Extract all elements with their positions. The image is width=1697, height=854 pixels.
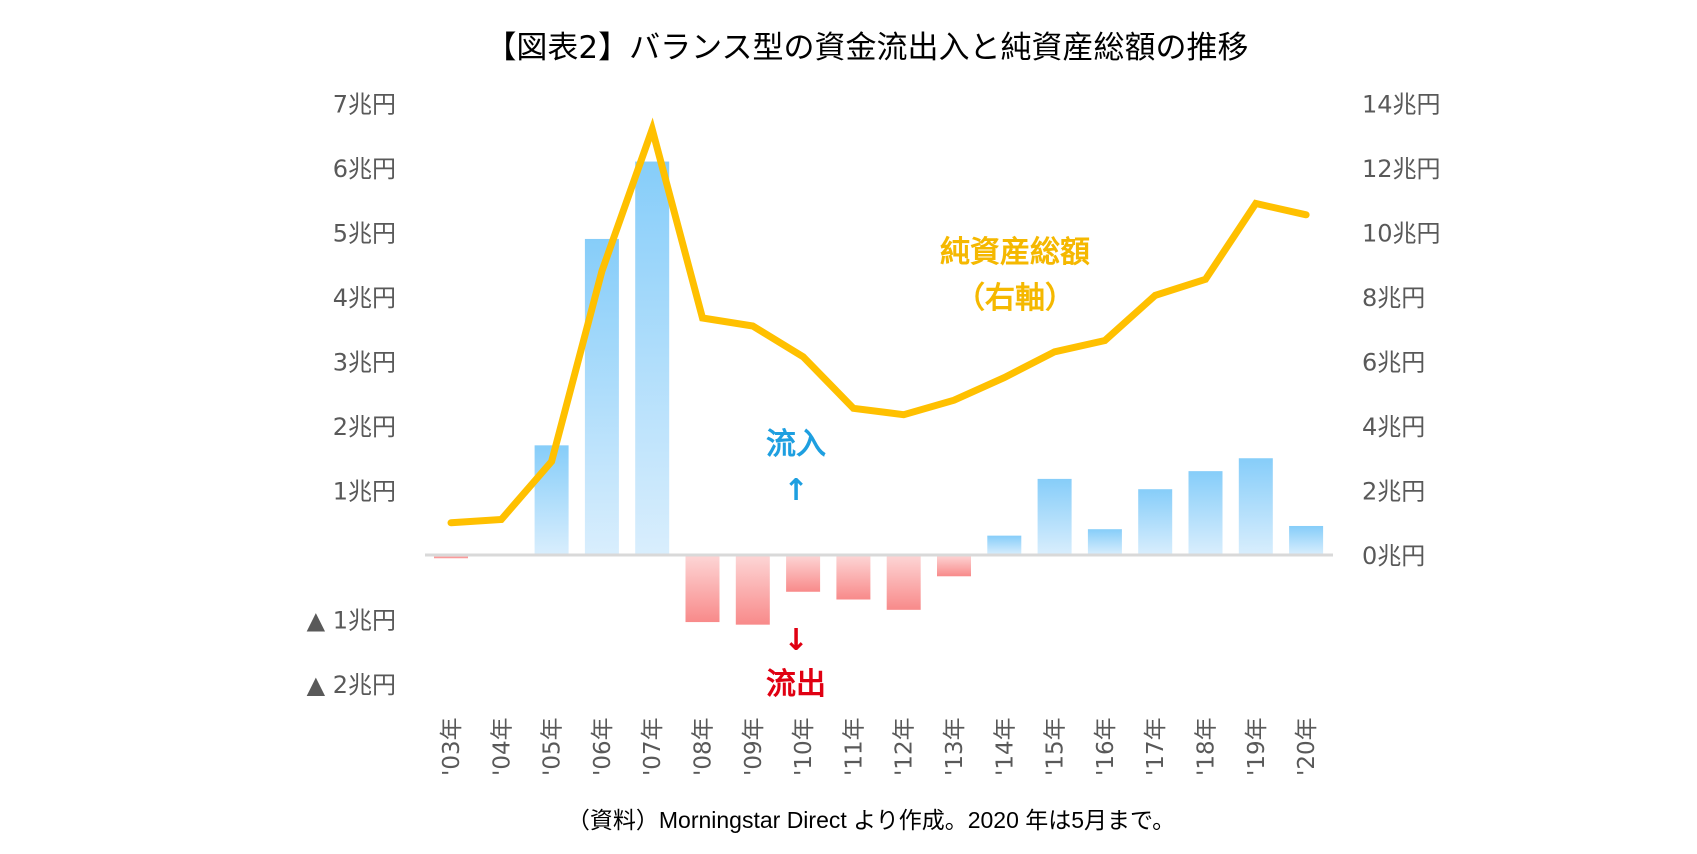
bar-08 bbox=[685, 555, 720, 623]
left-tick-label: 4兆円 bbox=[333, 284, 396, 312]
x-tick-label: '15年 bbox=[1043, 717, 1069, 776]
left-tick-label: 6兆円 bbox=[333, 155, 396, 183]
outflow-arrow-icon: ↓ bbox=[783, 623, 808, 658]
left-tick-label: ▲ 2兆円 bbox=[307, 671, 396, 699]
right-tick-label: 8兆円 bbox=[1362, 284, 1425, 312]
x-tick-label: '20年 bbox=[1294, 717, 1320, 776]
x-tick-label: '17年 bbox=[1143, 717, 1169, 776]
x-tick-label: '16年 bbox=[1093, 717, 1119, 776]
right-tick-label: 12兆円 bbox=[1362, 155, 1441, 183]
source-note: （資料）Morningstar Direct より作成。2020 年は5月まで。 bbox=[567, 807, 1175, 833]
inflow-label: 流入 bbox=[766, 427, 826, 462]
right-tick-label: 14兆円 bbox=[1362, 91, 1441, 119]
bar-07 bbox=[635, 161, 670, 556]
bar-14 bbox=[987, 535, 1022, 555]
bar-03 bbox=[434, 555, 468, 559]
x-tick-label: '13年 bbox=[942, 717, 968, 776]
line-series-axis-note: （右軸） bbox=[955, 281, 1075, 316]
bar-10 bbox=[786, 555, 821, 592]
right-tick-label: 10兆円 bbox=[1362, 220, 1441, 248]
left-tick-label: ▲ 1兆円 bbox=[307, 607, 396, 635]
right-tick-label: 2兆円 bbox=[1362, 478, 1425, 506]
left-tick-label: 5兆円 bbox=[333, 220, 396, 248]
x-tick-label: '11年 bbox=[841, 717, 867, 776]
x-tick-label: '06年 bbox=[590, 717, 616, 776]
line-series-label: 純資産総額 bbox=[940, 235, 1090, 270]
bar-16 bbox=[1087, 529, 1122, 555]
bar-17 bbox=[1138, 489, 1173, 555]
left-tick-label: 2兆円 bbox=[333, 413, 396, 441]
x-tick-label: '03年 bbox=[439, 717, 465, 776]
left-tick-label: 7兆円 bbox=[333, 91, 396, 119]
left-tick-label: 1兆円 bbox=[333, 478, 396, 506]
x-tick-label: '10年 bbox=[791, 717, 817, 776]
bar-13 bbox=[937, 555, 971, 577]
x-tick-label: '18年 bbox=[1194, 717, 1220, 776]
left-tick-label: 3兆円 bbox=[333, 349, 396, 377]
x-tick-label: '08年 bbox=[691, 717, 717, 776]
x-tick-label: '09年 bbox=[741, 717, 767, 776]
x-tick-label: '04年 bbox=[489, 717, 515, 776]
bar-06 bbox=[584, 238, 619, 555]
bar-15 bbox=[1037, 478, 1072, 555]
bar-19 bbox=[1238, 458, 1273, 555]
line-series-net-assets bbox=[447, 117, 1310, 527]
outflow-label: 流出 bbox=[766, 667, 826, 702]
x-tick-label: '19年 bbox=[1244, 717, 1270, 776]
right-tick-label: 4兆円 bbox=[1362, 413, 1425, 441]
right-tick-label: 0兆円 bbox=[1362, 542, 1425, 570]
x-tick-label: '12年 bbox=[892, 717, 918, 776]
bar-11 bbox=[836, 555, 871, 600]
x-tick-label: '14年 bbox=[992, 717, 1018, 776]
right-axis: 14兆円 12兆円 10兆円 8兆円 6兆円 4兆円 2兆円 0兆円 bbox=[1362, 91, 1441, 571]
bar-20 bbox=[1289, 525, 1324, 555]
x-tick-label: '05年 bbox=[540, 717, 566, 776]
bar-18 bbox=[1188, 471, 1223, 555]
inflow-arrow-icon: ↑ bbox=[783, 473, 808, 508]
bar-09 bbox=[735, 555, 770, 625]
bar-series-flows bbox=[434, 161, 1324, 625]
x-axis: '03年 '04年 '05年 '06年 '07年 '08年 '09年 '10年 '11年 '12年… bbox=[439, 717, 1320, 776]
bar-12 bbox=[886, 555, 921, 610]
net-assets-line bbox=[447, 117, 1310, 527]
right-tick-label: 6兆円 bbox=[1362, 349, 1425, 377]
left-axis: 7兆円 6兆円 5兆円 4兆円 3兆円 2兆円 1兆円 ▲ 1兆円 ▲ 2兆円 bbox=[307, 91, 396, 700]
chart-title: 【図表2】バランス型の資金流出入と純資産総額の推移 bbox=[485, 30, 1248, 66]
x-tick-label: '07年 bbox=[640, 717, 666, 776]
